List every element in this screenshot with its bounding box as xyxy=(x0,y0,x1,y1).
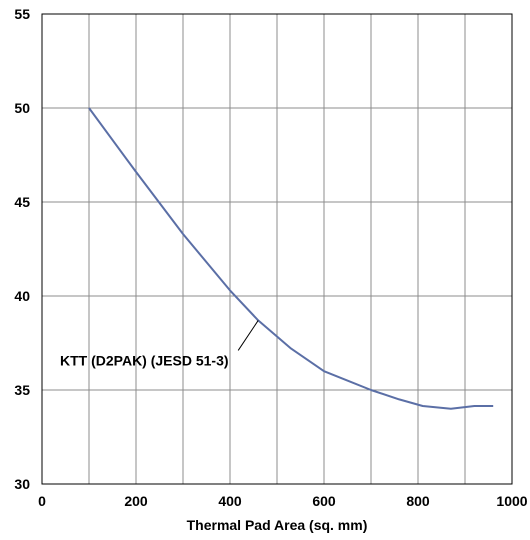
y-tick-label: 50 xyxy=(14,100,30,116)
series-layer xyxy=(88,107,494,410)
plot-frame xyxy=(41,13,513,485)
x-axis-title: Thermal Pad Area (sq. mm) xyxy=(187,517,368,533)
y-tick-label: 30 xyxy=(14,476,30,492)
series-annotation-label: KTT (D2PAK) (JESD 51-3) xyxy=(60,352,229,368)
y-tick-label: 45 xyxy=(14,194,30,210)
x-axis-ticks: 0 200 400 600 800 1000 xyxy=(38,493,528,509)
x-tick-label: 200 xyxy=(124,493,148,509)
y-tick-label: 35 xyxy=(14,382,30,398)
x-tick-label: 400 xyxy=(218,493,242,509)
y-axis-ticks: 30 35 40 45 50 55 xyxy=(14,6,30,492)
x-tick-label: 600 xyxy=(312,493,336,509)
series-line xyxy=(88,107,494,410)
y-tick-label: 55 xyxy=(14,6,30,22)
grid xyxy=(42,14,512,484)
annotation-leader-line xyxy=(237,320,259,351)
x-tick-label: 0 xyxy=(38,493,46,509)
x-tick-label: 800 xyxy=(406,493,430,509)
y-tick-label: 40 xyxy=(14,288,30,304)
x-tick-label: 1000 xyxy=(496,493,527,509)
